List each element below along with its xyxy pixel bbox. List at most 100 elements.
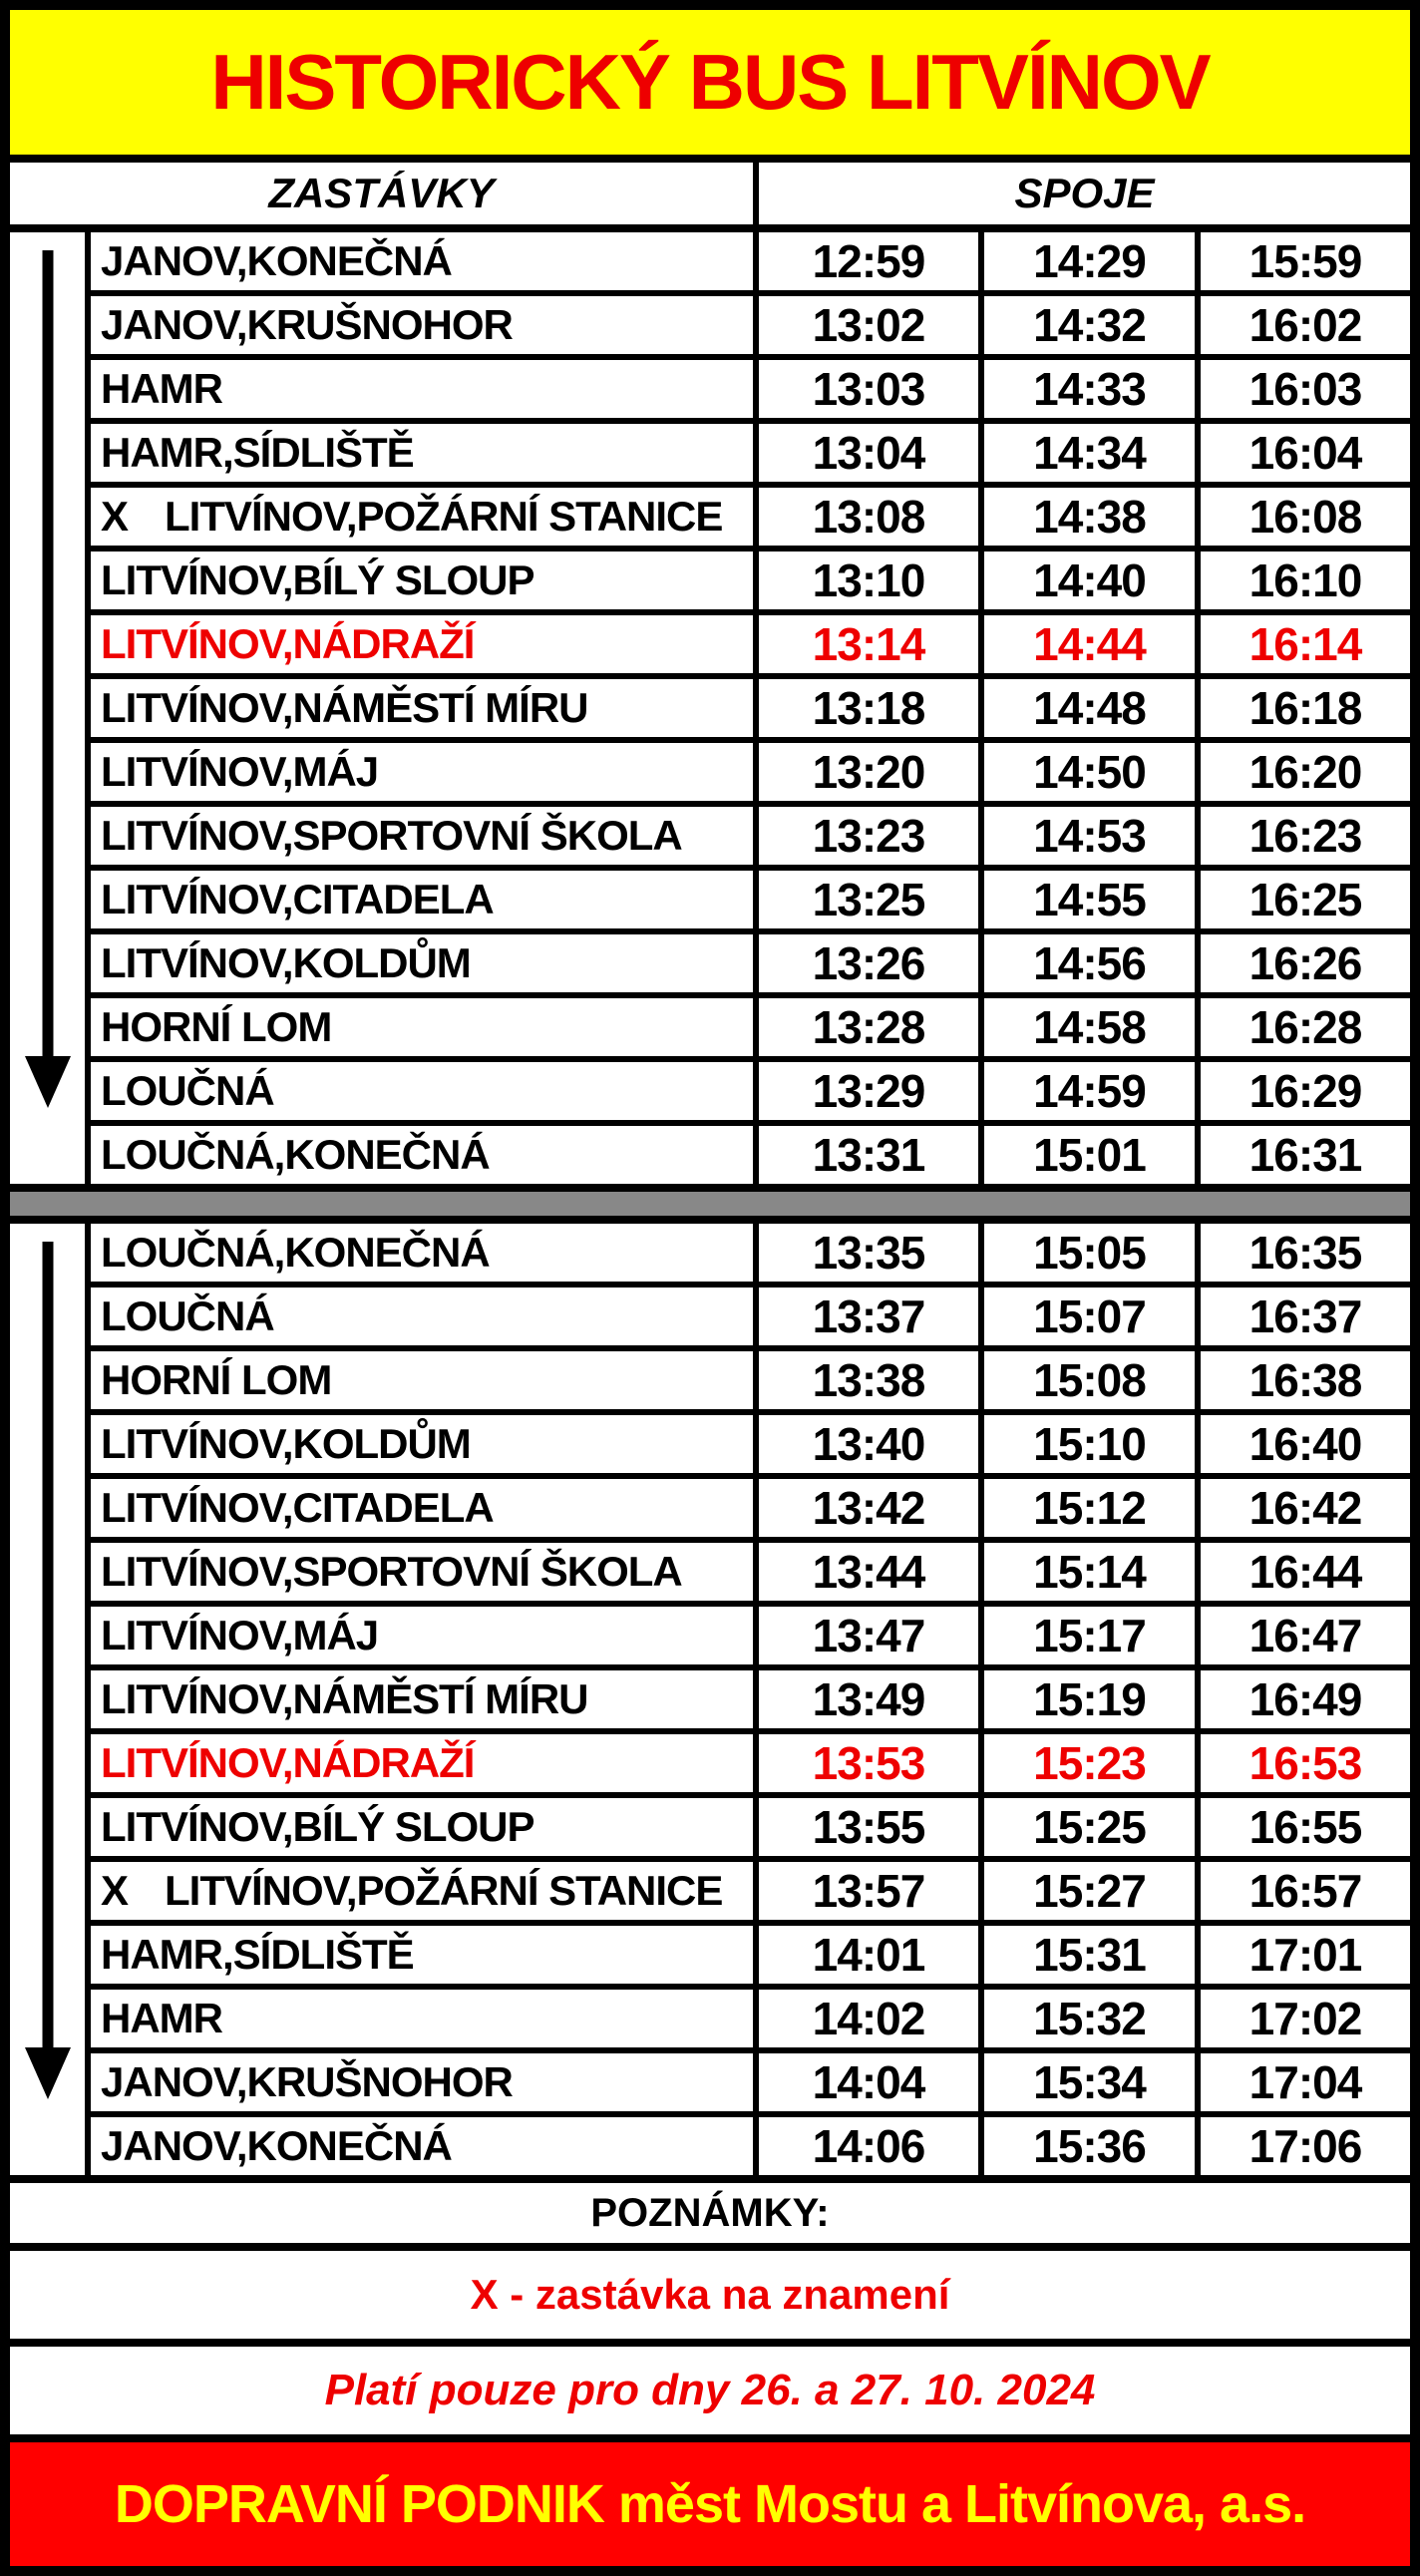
stop-name-cell: JANOV,KRUŠNOHOR <box>91 2053 753 2111</box>
stop-name: LITVÍNOV,KOLDŮM <box>101 1420 472 1467</box>
departure-time-cell: 13:18 <box>759 679 978 737</box>
section-separator <box>10 1192 1410 1216</box>
departure-time-cell: 13:47 <box>759 1607 978 1664</box>
page-title-text: HISTORICKÝ BUS LITVÍNOV <box>210 38 1211 126</box>
stop-name: LITVÍNOV,NÁMĚSTÍ MÍRU <box>101 684 588 731</box>
stop-name-cell: LITVÍNOV,NÁMĚSTÍ MÍRU <box>91 1670 753 1728</box>
departure-time-cell: 13:23 <box>759 807 978 865</box>
departure-time-cell: 13:02 <box>759 296 978 354</box>
stop-name: LITVÍNOV,BÍLÝ SLOUP <box>101 1803 535 1850</box>
departure-time-cell: 13:44 <box>759 1543 978 1601</box>
column-header-times: SPOJE <box>759 163 1410 224</box>
stop-name-cell: HAMR,SÍDLIŠTĚ <box>91 424 753 482</box>
stop-name-cell: X LITVÍNOV,POŽÁRNÍ STANICE <box>91 1862 753 1920</box>
departure-time-cell: 16:35 <box>1201 1224 1410 1282</box>
page-title: HISTORICKÝ BUS LITVÍNOV <box>10 10 1410 155</box>
departure-time-cell: 16:37 <box>1201 1288 1410 1345</box>
departure-time-cell: 13:42 <box>759 1479 978 1537</box>
departure-time-cell: 13:49 <box>759 1670 978 1728</box>
departure-time-cell: 15:05 <box>984 1224 1195 1282</box>
stop-name: HORNÍ LOM <box>101 1356 332 1403</box>
stop-name: JANOV,KONEČNÁ <box>101 237 453 284</box>
departure-time-cell: 16:14 <box>1201 615 1410 673</box>
stop-name: LOUČNÁ <box>101 1292 275 1339</box>
request-stop-flag: X <box>101 493 129 540</box>
departure-time-cell: 13:29 <box>759 1062 978 1120</box>
stop-name: LITVÍNOV,POŽÁRNÍ STANICE <box>165 1867 723 1914</box>
footer-operator: DOPRAVNÍ PODNIK měst Mostu a Litvínova, … <box>10 2442 1410 2566</box>
departure-time-cell: 14:33 <box>984 360 1195 418</box>
stop-name: LITVÍNOV,POŽÁRNÍ STANICE <box>165 493 723 540</box>
stop-name-cell: X LITVÍNOV,POŽÁRNÍ STANICE <box>91 488 753 546</box>
stop-name: LITVÍNOV,CITADELA <box>101 876 495 922</box>
departure-time-cell: 17:02 <box>1201 1990 1410 2047</box>
down-arrow-icon <box>42 250 53 1058</box>
departure-time-cell: 13:40 <box>759 1415 978 1473</box>
stop-name: LITVÍNOV,NÁDRAŽÍ <box>101 1739 475 1786</box>
departure-time-cell: 13:08 <box>759 488 978 546</box>
stop-name-cell: HAMR,SÍDLIŠTĚ <box>91 1926 753 1984</box>
note-request-stop-text: X - zastávka na znamení <box>470 2271 950 2318</box>
departure-time-cell: 16:04 <box>1201 424 1410 482</box>
stop-name-cell: LOUČNÁ,KONEČNÁ <box>91 1126 753 1184</box>
stop-name-cell: LOUČNÁ,KONEČNÁ <box>91 1224 753 1282</box>
departure-time-cell: 15:19 <box>984 1670 1195 1728</box>
departure-time-cell: 15:31 <box>984 1926 1195 1984</box>
departure-time-cell: 16:53 <box>1201 1734 1410 1792</box>
route-section-return: LOUČNÁ,KONEČNÁ 13:35 15:05 16:35 LOUČNÁ … <box>10 1224 1410 2175</box>
direction-arrow-cell <box>10 1224 85 2175</box>
departure-time-cell: 15:36 <box>984 2117 1195 2175</box>
departure-time-cell: 14:58 <box>984 998 1195 1056</box>
departure-time-cell: 15:12 <box>984 1479 1195 1537</box>
stop-name-cell: LITVÍNOV,KOLDŮM <box>91 934 753 992</box>
departure-time-cell: 15:14 <box>984 1543 1195 1601</box>
departure-time-cell: 17:04 <box>1201 2053 1410 2111</box>
stop-name-cell: LOUČNÁ <box>91 1062 753 1120</box>
notes-header-text: POZNÁMKY: <box>590 2190 830 2235</box>
departure-time-cell: 15:32 <box>984 1990 1195 2047</box>
stop-name-cell: LITVÍNOV,CITADELA <box>91 871 753 928</box>
departure-time-cell: 15:34 <box>984 2053 1195 2111</box>
departure-time-cell: 16:23 <box>1201 807 1410 865</box>
departure-time-cell: 15:17 <box>984 1607 1195 1664</box>
departure-time-cell: 13:37 <box>759 1288 978 1345</box>
departure-time-cell: 13:03 <box>759 360 978 418</box>
departure-time-cell: 16:08 <box>1201 488 1410 546</box>
stop-name-cell: LITVÍNOV,MÁJ <box>91 743 753 801</box>
stop-name-cell: LITVÍNOV,SPORTOVNÍ ŠKOLA <box>91 1543 753 1601</box>
departure-time-cell: 14:06 <box>759 2117 978 2175</box>
departure-time-cell: 15:01 <box>984 1126 1195 1184</box>
departure-time-cell: 13:26 <box>759 934 978 992</box>
departure-time-cell: 15:25 <box>984 1798 1195 1856</box>
departure-time-cell: 16:57 <box>1201 1862 1410 1920</box>
departure-time-cell: 15:07 <box>984 1288 1195 1345</box>
departure-time-cell: 13:55 <box>759 1798 978 1856</box>
departure-time-cell: 13:38 <box>759 1351 978 1409</box>
direction-arrow-cell <box>10 232 85 1184</box>
stop-name: HORNÍ LOM <box>101 1003 332 1050</box>
table-header-row: ZASTÁVKY SPOJE <box>10 163 1410 224</box>
departure-time-cell: 14:38 <box>984 488 1195 546</box>
stop-name-cell: JANOV,KONEČNÁ <box>91 2117 753 2175</box>
departure-time-cell: 14:40 <box>984 552 1195 609</box>
stop-name: LOUČNÁ <box>101 1067 275 1114</box>
departure-time-cell: 14:04 <box>759 2053 978 2111</box>
stop-name-cell: JANOV,KONEČNÁ <box>91 232 753 290</box>
departure-time-cell: 16:20 <box>1201 743 1410 801</box>
departure-time-cell: 13:04 <box>759 424 978 482</box>
departure-time-cell: 14:32 <box>984 296 1195 354</box>
down-arrow-icon <box>42 1242 53 2049</box>
departure-time-cell: 14:29 <box>984 232 1195 290</box>
departure-time-cell: 16:40 <box>1201 1415 1410 1473</box>
departure-time-cell: 16:31 <box>1201 1126 1410 1184</box>
stop-name-cell: LITVÍNOV,NÁDRAŽÍ <box>91 1734 753 1792</box>
stop-name-cell: LITVÍNOV,NÁMĚSTÍ MÍRU <box>91 679 753 737</box>
departure-time-cell: 14:02 <box>759 1990 978 2047</box>
stop-name-cell: HORNÍ LOM <box>91 998 753 1056</box>
stop-name-cell: LITVÍNOV,SPORTOVNÍ ŠKOLA <box>91 807 753 865</box>
departure-time-cell: 13:20 <box>759 743 978 801</box>
stop-name-cell: HAMR <box>91 1990 753 2047</box>
stop-name-cell: LITVÍNOV,NÁDRAŽÍ <box>91 615 753 673</box>
stop-name: LITVÍNOV,MÁJ <box>101 748 379 795</box>
departure-time-cell: 15:23 <box>984 1734 1195 1792</box>
